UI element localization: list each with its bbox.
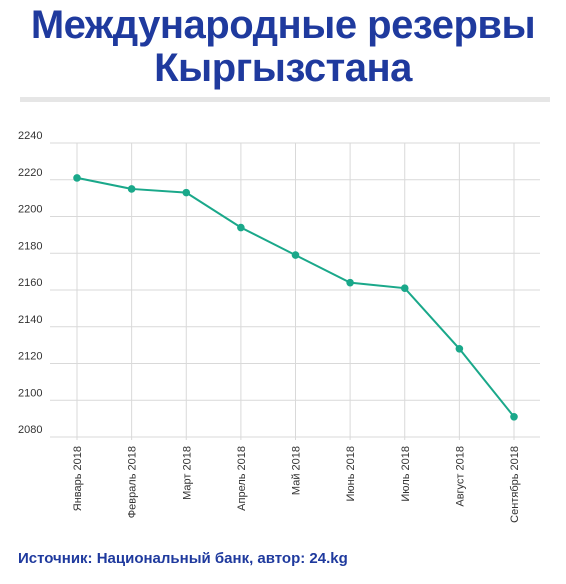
source-caption: Источник: Национальный банк, автор: 24.k… xyxy=(18,550,348,567)
data-point xyxy=(510,412,518,421)
x-tick-label: Июль 2018 xyxy=(400,446,412,502)
y-tick-label: 2180 xyxy=(18,240,42,252)
y-tick-label: 2220 xyxy=(18,167,42,179)
data-point xyxy=(400,284,409,292)
y-tick-label: 2080 xyxy=(18,424,42,436)
title-divider xyxy=(20,97,550,102)
title-line-1: Международные резервы xyxy=(30,3,536,47)
x-tick-label: Июнь 2018 xyxy=(345,446,357,502)
y-tick-label: 2100 xyxy=(18,387,42,399)
x-tick-label: Январь 2018 xyxy=(72,446,84,511)
x-tick-label: Август 2018 xyxy=(454,446,466,507)
y-tick-label: 2120 xyxy=(18,351,42,363)
data-point xyxy=(346,278,354,287)
data-point xyxy=(127,185,136,193)
data-point xyxy=(455,345,464,353)
y-tick-label: 2240 xyxy=(18,130,42,142)
x-tick-label: Сентябрь 2018 xyxy=(509,446,521,523)
chart-title: Международные резервы Кыргызстана xyxy=(0,4,566,90)
data-point xyxy=(182,188,191,197)
data-point xyxy=(237,223,245,232)
data-point xyxy=(73,174,81,182)
data-point xyxy=(291,251,300,259)
x-tick-label: Май 2018 xyxy=(291,446,303,495)
y-tick-label: 2160 xyxy=(18,277,42,289)
line-chart: 2080 2100 2120 2140 2160 2180 2200 2220 2240 Янва… xyxy=(18,130,540,523)
y-tick-label: 2200 xyxy=(18,204,42,216)
x-tick-label: Апрель 2018 xyxy=(236,446,248,511)
x-tick-label: Февраль 2018 xyxy=(127,446,139,518)
y-tick-label: 2140 xyxy=(18,314,42,326)
title-line-2: Кыргызстана xyxy=(154,46,412,90)
x-tick-label: Март 2018 xyxy=(181,446,193,500)
